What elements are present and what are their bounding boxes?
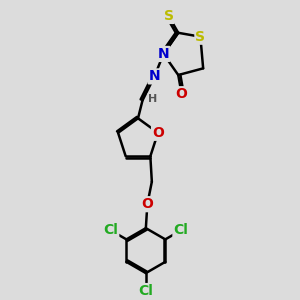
Text: O: O xyxy=(176,87,188,101)
Text: N: N xyxy=(149,69,160,83)
Text: Cl: Cl xyxy=(173,224,188,237)
Text: O: O xyxy=(152,126,164,140)
Text: H: H xyxy=(148,94,158,104)
Text: S: S xyxy=(195,30,206,44)
Text: N: N xyxy=(158,47,169,61)
Text: Cl: Cl xyxy=(103,224,118,237)
Text: Cl: Cl xyxy=(138,284,153,298)
Text: O: O xyxy=(141,197,153,211)
Text: S: S xyxy=(164,9,173,23)
